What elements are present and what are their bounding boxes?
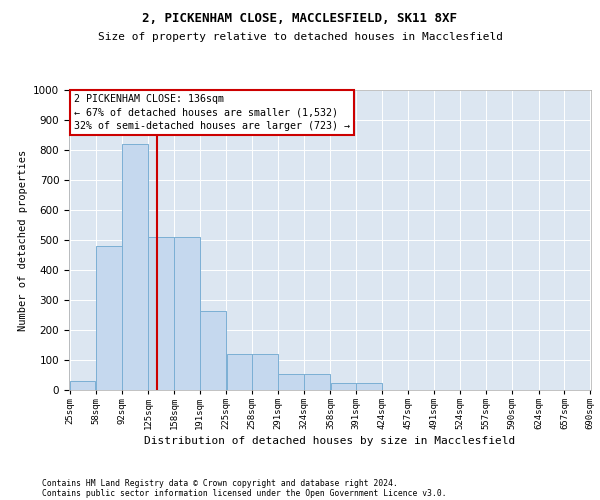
- Bar: [227, 354, 252, 390]
- Bar: [278, 374, 304, 390]
- Bar: [200, 310, 226, 390]
- Bar: [96, 246, 122, 390]
- Text: 2 PICKENHAM CLOSE: 136sqm
← 67% of detached houses are smaller (1,532)
32% of se: 2 PICKENHAM CLOSE: 136sqm ← 67% of detac…: [74, 94, 350, 131]
- Text: Contains HM Land Registry data © Crown copyright and database right 2024.: Contains HM Land Registry data © Crown c…: [42, 478, 398, 488]
- Bar: [304, 374, 330, 390]
- Text: Size of property relative to detached houses in Macclesfield: Size of property relative to detached ho…: [97, 32, 503, 42]
- Y-axis label: Number of detached properties: Number of detached properties: [17, 150, 28, 330]
- Bar: [148, 237, 173, 390]
- Text: Contains public sector information licensed under the Open Government Licence v3: Contains public sector information licen…: [42, 488, 446, 498]
- Bar: [122, 144, 148, 390]
- Bar: [331, 382, 356, 390]
- Bar: [70, 381, 95, 390]
- Bar: [356, 382, 382, 390]
- Bar: [174, 237, 199, 390]
- Text: 2, PICKENHAM CLOSE, MACCLESFIELD, SK11 8XF: 2, PICKENHAM CLOSE, MACCLESFIELD, SK11 8…: [143, 12, 458, 26]
- X-axis label: Distribution of detached houses by size in Macclesfield: Distribution of detached houses by size …: [145, 436, 515, 446]
- Bar: [253, 354, 278, 390]
